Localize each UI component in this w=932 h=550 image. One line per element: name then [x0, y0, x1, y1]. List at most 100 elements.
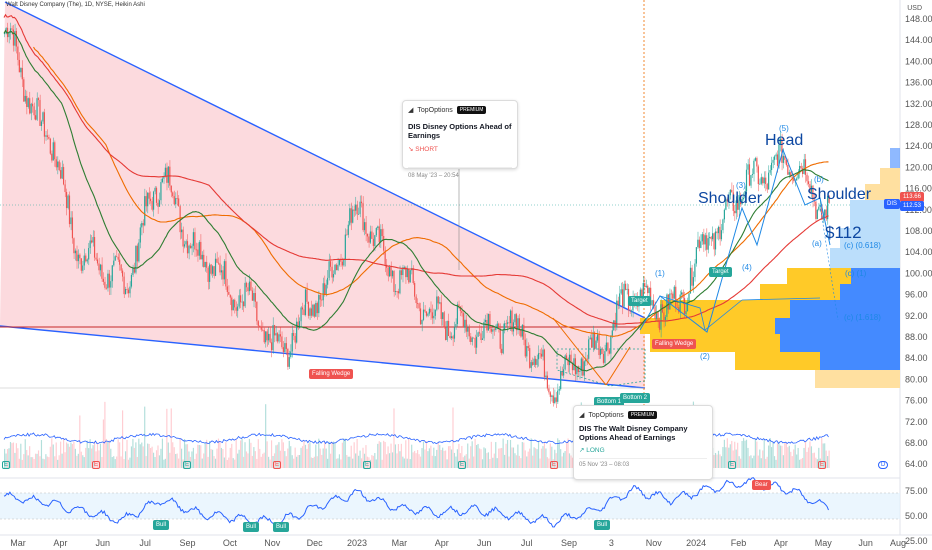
- candle-body: [776, 154, 779, 166]
- candle-body: [421, 319, 423, 325]
- earnings-marker[interactable]: E: [183, 461, 192, 469]
- candle-body: [43, 112, 46, 137]
- volume-bar: [523, 442, 525, 468]
- candle-body: [244, 282, 246, 307]
- earnings-markers[interactable]: E E E E E E E E D E E D: [0, 461, 900, 471]
- candle-body: [558, 389, 560, 391]
- candle-body: [120, 264, 122, 271]
- idea-card-short[interactable]: ◢ TopOptions PREMIUM DIS Disney Options …: [402, 100, 518, 179]
- time-axis[interactable]: Mar Apr Jun Jul Sep Oct Nov Dec 2023 Mar Apr Jun Jul…: [10, 538, 906, 548]
- candle-body: [76, 250, 78, 262]
- candle-body: [408, 268, 410, 283]
- candle-body: [217, 262, 220, 264]
- volume-bar: [714, 452, 717, 468]
- candle-body: [717, 226, 720, 234]
- earnings-marker[interactable]: E: [273, 461, 282, 469]
- candle-body: [779, 138, 782, 145]
- time-tick-label: Dec: [307, 538, 324, 548]
- rsi-line[interactable]: [3, 477, 829, 528]
- wedge-upper-line[interactable]: [4, 1, 646, 319]
- idea-title[interactable]: DIS Disney Options Ahead of Earnings: [408, 122, 512, 140]
- ma-red-line[interactable]: [3, 13, 829, 325]
- candle-body: [523, 324, 525, 340]
- ma-orange-line[interactable]: [33, 46, 829, 337]
- volume-bar: [359, 450, 361, 468]
- volume-bar: [771, 447, 773, 468]
- earnings-marker[interactable]: E: [363, 461, 372, 469]
- price-tick-label: 136.00: [905, 78, 932, 88]
- candle-body: [673, 286, 675, 299]
- earnings-marker[interactable]: E: [818, 461, 827, 469]
- volume-bar: [251, 455, 253, 468]
- candle-body: [785, 159, 787, 166]
- candle-body: [211, 266, 214, 274]
- earnings-marker[interactable]: E: [550, 461, 559, 469]
- candle-body: [601, 348, 603, 354]
- earnings-marker[interactable]: E: [728, 461, 737, 469]
- candle-body: [804, 159, 807, 175]
- volume-bar: [5, 453, 7, 468]
- volume-bar: [394, 444, 397, 468]
- candle-body: [762, 177, 764, 184]
- volume-bar: [768, 445, 770, 468]
- candle-body: [111, 265, 113, 282]
- candle-body: [414, 283, 416, 297]
- price-tick-label: 96.00: [905, 290, 928, 300]
- ma-green-line[interactable]: [3, 29, 829, 372]
- volume-bar: [228, 457, 230, 468]
- candle-body: [209, 264, 211, 282]
- volume-bar: [399, 451, 401, 468]
- candle-body: [810, 185, 813, 192]
- earnings-marker[interactable]: E: [2, 461, 11, 469]
- candle-body: [729, 189, 731, 196]
- volume-bar: [381, 459, 383, 468]
- candle-body: [605, 342, 607, 352]
- chart-title[interactable]: Walt Disney Company (The), 1D, NYSE, Hei…: [6, 2, 145, 8]
- candle-body: [773, 156, 776, 160]
- candle-body: [198, 241, 200, 256]
- volume-bar: [360, 458, 363, 468]
- volume-bar: [570, 455, 572, 468]
- candle-body: [185, 241, 187, 245]
- volume-bar: [130, 446, 133, 468]
- volume-bar: [424, 449, 426, 468]
- candle-body: [93, 237, 96, 258]
- dividend-marker[interactable]: D: [878, 461, 889, 469]
- price-tick-label: 72.00: [905, 417, 928, 427]
- candle-body: [577, 366, 579, 373]
- volume-bar: [173, 447, 175, 468]
- price-axis[interactable]: 148.00 144.00 140.00 136.00 132.00 128.00 124.…: [905, 14, 932, 469]
- candle-body: [391, 270, 394, 277]
- candle-body: [489, 314, 491, 329]
- candle-body: [445, 327, 447, 341]
- volume-bar: [431, 455, 433, 468]
- candle-body: [524, 339, 526, 357]
- candle-body: [594, 332, 596, 349]
- wedge-lower-line[interactable]: [0, 325, 646, 389]
- volume-bar: [142, 446, 144, 468]
- volume-bar: [282, 442, 284, 468]
- candles[interactable]: [4, 22, 830, 408]
- volume-bar: [256, 458, 258, 468]
- rsi-axis: 75.00 50.00 25.00: [905, 486, 928, 546]
- volume-bar: [343, 438, 345, 468]
- volume-bar: [400, 443, 402, 468]
- candle-body: [380, 229, 382, 243]
- volume-bar: [734, 441, 736, 468]
- volume-bar: [791, 456, 793, 468]
- volume-bar: [804, 441, 807, 468]
- earnings-marker[interactable]: E: [458, 461, 467, 469]
- candle-body: [436, 296, 438, 310]
- volume-bar: [119, 442, 121, 468]
- volume-bar: [179, 438, 181, 468]
- earnings-marker[interactable]: E: [92, 461, 101, 469]
- volume-bar: [219, 441, 221, 468]
- volume-bar: [231, 443, 233, 468]
- volume-bar: [750, 455, 752, 468]
- candle-body: [132, 267, 134, 275]
- elliott-wave-path[interactable]: [639, 148, 831, 333]
- idea-card-long[interactable]: ◢ TopOptions PREMIUM DIS The Walt Disney…: [573, 405, 713, 480]
- volume-bar: [340, 459, 342, 468]
- volume-bar: [263, 452, 265, 468]
- idea-title[interactable]: DIS The Walt Disney Company Options Ahea…: [579, 424, 688, 442]
